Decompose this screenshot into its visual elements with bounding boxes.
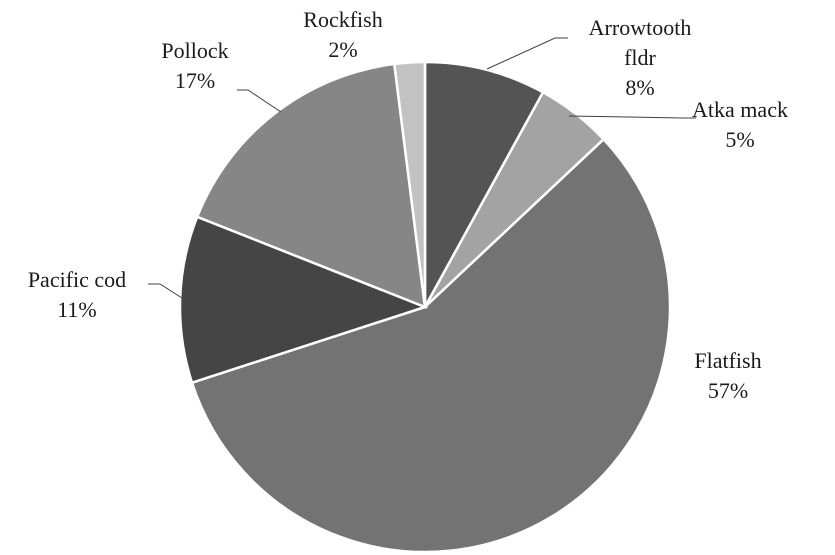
slice-name: Rockfish <box>303 7 382 32</box>
pie-slice-pacific-cod <box>178 215 429 385</box>
leader-line-arrowtooth-fldr <box>486 37 568 70</box>
slice-name: Arrowtooth <box>589 15 692 40</box>
slice-name: fldr <box>624 45 656 70</box>
slice-label-rockfish: Rockfish 2% <box>303 7 382 62</box>
slice-name: Flatfish <box>694 348 761 373</box>
leader-line-pollock <box>237 89 282 113</box>
slice-label-pollock: Pollock 17% <box>161 38 228 93</box>
leader-line-atka-mack <box>568 115 696 119</box>
leader-lines <box>148 37 696 299</box>
slice-percent: 8% <box>625 75 654 100</box>
slice-percent: 5% <box>725 127 754 152</box>
slice-percent: 2% <box>328 37 357 62</box>
leader-line-pacific-cod <box>148 283 183 299</box>
slice-name: Pacific cod <box>28 267 126 292</box>
slice-label-pacific-cod: Pacific cod 11% <box>28 267 126 322</box>
pie-slice-arrowtooth-fldr <box>423 60 545 308</box>
pie-slice-pollock <box>195 62 427 309</box>
slice-label-atka-mack: Atka mack 5% <box>692 97 788 152</box>
slice-label-flatfish: Flatfish 57% <box>694 348 761 403</box>
pie-slices <box>178 60 672 554</box>
slice-name: Pollock <box>161 38 228 63</box>
slice-label-arrowtooth-fldr: Arrowtooth fldr 8% <box>589 15 692 100</box>
slice-percent: 57% <box>708 378 748 403</box>
slice-percent: 11% <box>57 297 97 322</box>
slice-labels: Arrowtooth fldr 8% Atka mack 5% Flatfish 57% Pa… <box>28 7 788 403</box>
pie-slice-rockfish <box>392 60 427 308</box>
slice-percent: 17% <box>175 68 215 93</box>
slice-name: Atka mack <box>692 97 788 122</box>
pie-slice-flatfish <box>190 137 672 554</box>
